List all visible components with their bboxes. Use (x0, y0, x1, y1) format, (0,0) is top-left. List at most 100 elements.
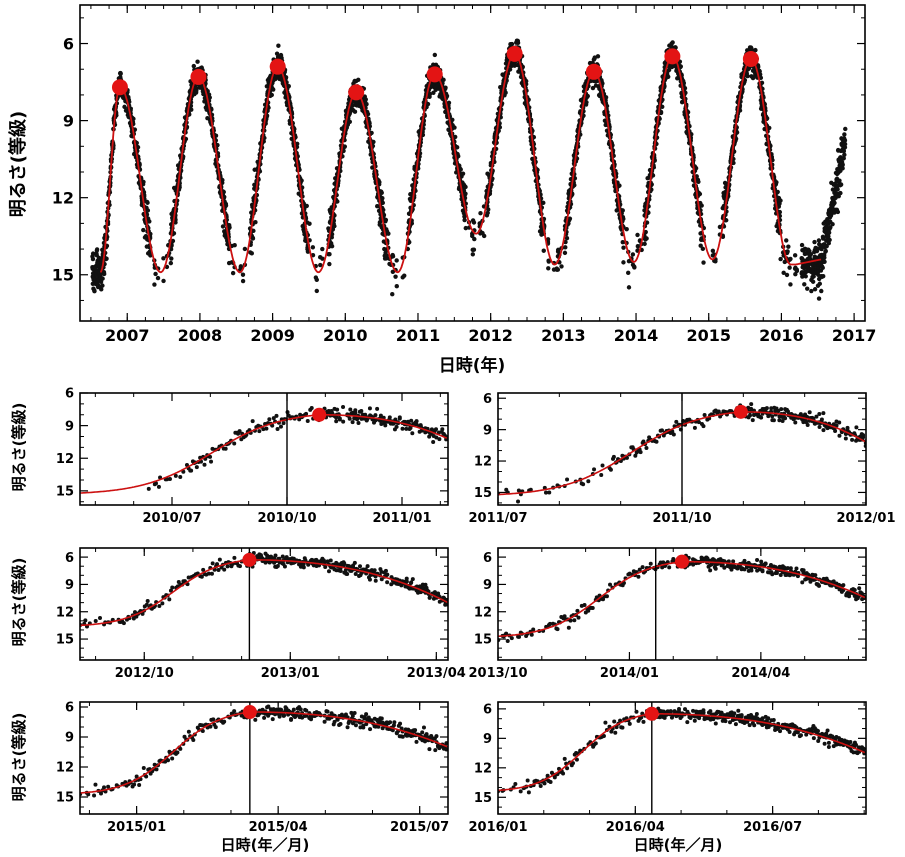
observation-point (364, 101, 369, 107)
observation-point (100, 276, 105, 281)
observation-point (383, 423, 388, 428)
plot-frame (79, 392, 449, 506)
observation-point (432, 52, 438, 58)
observation-point (373, 413, 378, 418)
observation-point (141, 227, 146, 233)
observation-point (745, 73, 750, 79)
observation-point (630, 252, 636, 257)
observation-point (90, 251, 96, 256)
observation-point (626, 285, 632, 290)
x-tick-label: 2014 (614, 326, 659, 345)
observation-point (835, 209, 841, 215)
observation-point (390, 254, 396, 259)
x-tick-label: 2010 (323, 326, 368, 345)
x-tick-label: 2012 (468, 326, 513, 345)
observation-point (584, 100, 589, 105)
observation-point (274, 413, 279, 418)
observation-point (90, 256, 96, 262)
observation-point (390, 292, 395, 297)
observation-point (145, 200, 150, 205)
observation-point (152, 282, 157, 287)
observation-point (194, 465, 199, 470)
observation-point (307, 221, 312, 226)
observation-point (810, 279, 816, 284)
observation-point (666, 74, 671, 79)
observation-point (700, 246, 706, 252)
observation-point (802, 282, 807, 287)
y-tick-label: 12 (56, 452, 74, 467)
observation-point (696, 179, 701, 184)
observation-point (189, 468, 194, 473)
observation-point (101, 271, 107, 277)
x-tick-label: 2011/10 (652, 511, 711, 526)
observation-point (635, 244, 641, 249)
observation-point (335, 407, 340, 412)
observation-point (194, 88, 199, 93)
observation-point (332, 223, 337, 229)
y-tick-label: 15 (474, 486, 492, 501)
observation-point (799, 242, 805, 248)
observation-point (812, 287, 818, 292)
observation-point (713, 259, 718, 264)
x-tick-label: 2007 (105, 326, 150, 345)
observation-point (632, 265, 637, 270)
observation-point (837, 178, 842, 183)
observation-point (380, 200, 385, 206)
observation-point (788, 282, 793, 287)
observation-point (563, 245, 568, 250)
observation-point (471, 220, 477, 225)
observation-point (820, 265, 825, 271)
observation-point (792, 253, 798, 258)
observation-point (242, 246, 248, 252)
observation-point (441, 77, 446, 83)
observation-point (809, 288, 814, 294)
main-plot-area (90, 38, 848, 301)
maximum-marker (111, 79, 128, 96)
zoom-plot-area (80, 393, 448, 505)
observation-point (400, 426, 405, 431)
observation-point (402, 273, 407, 278)
observation-point (446, 100, 452, 105)
observation-point (148, 253, 153, 258)
model-fit-line (99, 52, 822, 274)
observation-point (827, 237, 832, 243)
observation-point (767, 125, 772, 131)
observation-point (585, 93, 590, 99)
observation-point (161, 278, 166, 284)
x-tick-label: 2011 (396, 326, 441, 345)
observation-point (207, 95, 212, 100)
observation-point (410, 431, 415, 436)
x-tick-label: 2017 (832, 326, 877, 345)
observation-point (564, 236, 570, 241)
observation-point (240, 278, 246, 284)
observation-point (309, 405, 314, 410)
observation-point (595, 54, 601, 59)
observation-point (305, 419, 310, 424)
observation-point (250, 419, 255, 424)
observation-point (443, 85, 448, 90)
observation-point (394, 284, 399, 289)
observation-point (835, 187, 840, 192)
observation-point (699, 203, 704, 208)
observation-point (264, 426, 269, 431)
observation-point (209, 459, 214, 464)
x-tick-label: 2009 (250, 326, 295, 345)
maximum-marker (348, 84, 365, 101)
observation-point (122, 104, 127, 110)
observation-point (541, 200, 546, 206)
observation-point (327, 252, 332, 257)
observation-point (94, 247, 100, 252)
observation-point (454, 145, 460, 150)
maximum-marker (269, 58, 286, 75)
observation-point (821, 274, 826, 279)
observation-point (337, 416, 342, 421)
observation-point (393, 274, 398, 279)
observation-point (327, 261, 332, 267)
observation-point (347, 416, 352, 421)
observation-point (822, 259, 827, 264)
observation-point (281, 421, 286, 426)
observation-point (697, 191, 703, 197)
observation-point (99, 287, 104, 292)
